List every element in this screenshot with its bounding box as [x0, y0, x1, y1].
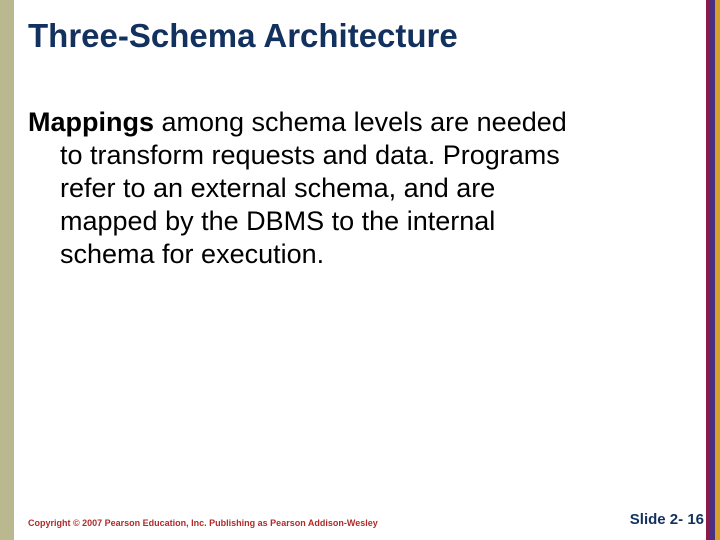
- slide-title: Three-Schema Architecture: [28, 18, 688, 54]
- slide-footer: Copyright © 2007 Pearson Education, Inc.…: [28, 511, 704, 528]
- slide-content: Three-Schema Architecture Mappings among…: [28, 18, 688, 271]
- right-border-stripes: [706, 0, 720, 540]
- slide-body: Mappings among schema levels are needed …: [28, 106, 688, 271]
- body-line5: schema for execution.: [60, 238, 688, 271]
- body-line2: to transform requests and data. Programs: [60, 139, 688, 172]
- body-line3: refer to an external schema, and are: [60, 172, 688, 205]
- body-line1-rest: among schema levels are needed: [154, 107, 567, 137]
- left-border-stripe: [0, 0, 14, 540]
- slide-number: Slide 2- 16: [630, 511, 704, 528]
- body-lead-word: Mappings: [28, 107, 154, 137]
- right-stripe-3: [715, 0, 720, 540]
- copyright-text: Copyright © 2007 Pearson Education, Inc.…: [28, 518, 378, 528]
- body-line4: mapped by the DBMS to the internal: [60, 205, 688, 238]
